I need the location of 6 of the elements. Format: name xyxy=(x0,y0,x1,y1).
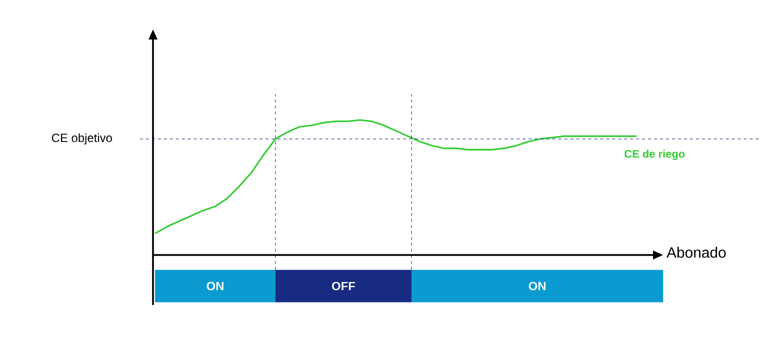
text: ON xyxy=(528,282,546,290)
text: OFF xyxy=(332,282,355,290)
x-axis-title: Abonado xyxy=(666,246,726,258)
series-label: CE de riego xyxy=(624,150,685,160)
text: ON xyxy=(206,282,224,290)
ref-line-label: CE objetivo xyxy=(52,133,112,144)
